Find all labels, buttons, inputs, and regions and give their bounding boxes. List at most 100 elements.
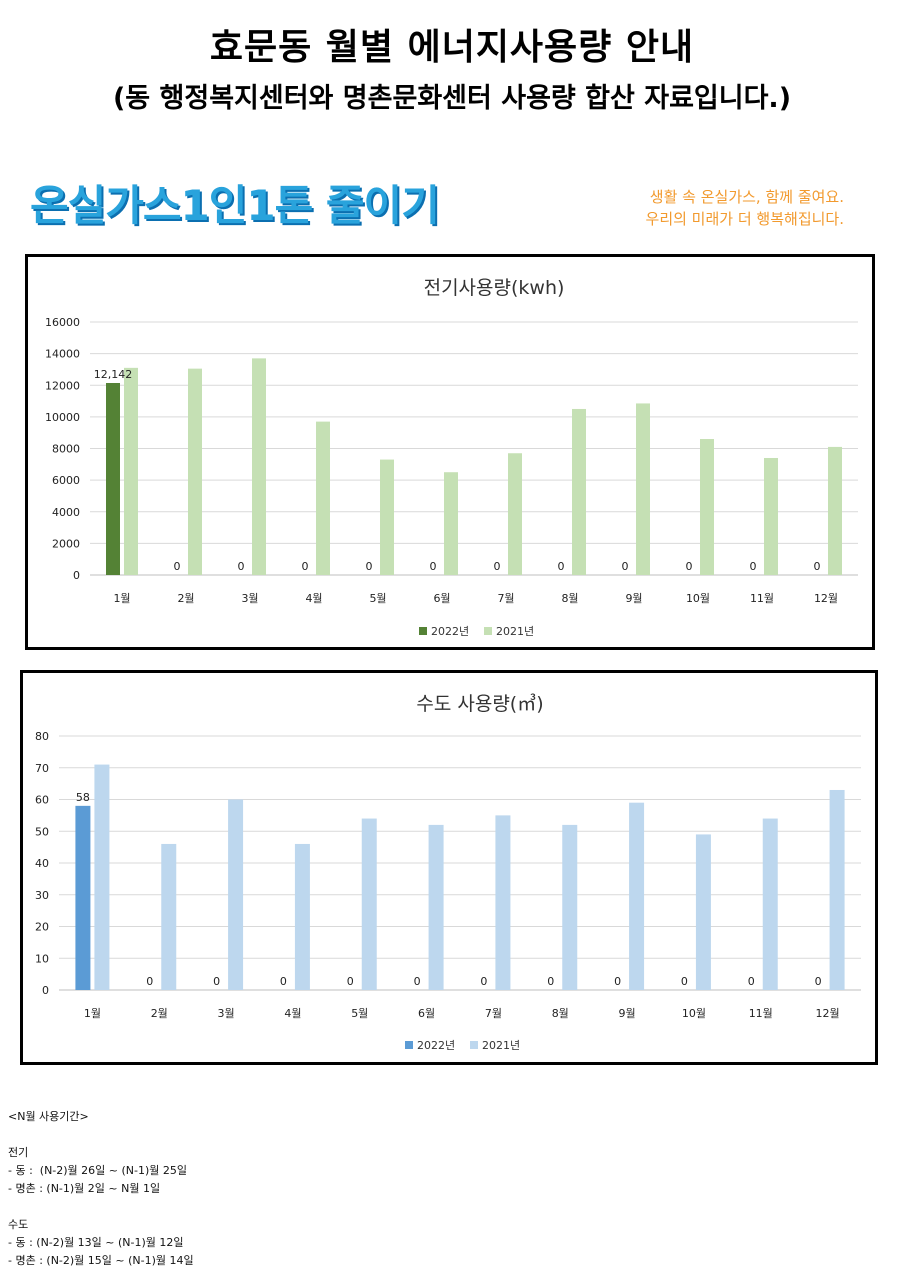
water-x-tick-label: 3월 <box>218 1007 235 1020</box>
electricity-data-label: 0 <box>494 560 501 573</box>
notes-electricity-heading: 전기 <box>8 1146 29 1159</box>
electricity-x-tick-label: 8월 <box>561 592 578 605</box>
water-bar-2021 <box>228 799 244 990</box>
water-x-tick-label: 5월 <box>351 1007 368 1020</box>
electricity-y-tick-label: 4000 <box>52 506 80 519</box>
electricity-bar-2021 <box>636 403 650 575</box>
electricity-x-tick-label: 12월 <box>814 592 838 605</box>
electricity-x-tick-label: 1월 <box>113 592 130 605</box>
usage-period-notes: <N월 사용기간> 전기 - 동 : (N-2)월 26일 ~ (N-1)월 2… <box>8 1108 194 1270</box>
electricity-chart: 전기사용량(kwh) 0 2000 4000 6000 8000 10000 12000 140… <box>45 277 858 638</box>
water-data-label: 0 <box>480 975 487 988</box>
electricity-x-tick-label: 3월 <box>241 592 258 605</box>
electricity-data-label: 0 <box>686 560 693 573</box>
notes-water-heading: 수도 <box>8 1218 29 1231</box>
electricity-y-tick-label: 2000 <box>52 537 80 550</box>
water-data-label: 0 <box>815 975 822 988</box>
electricity-data-label: 0 <box>302 560 309 573</box>
electricity-bar-2021 <box>572 408 586 575</box>
water-legend-2021: 2021년 <box>482 1039 520 1052</box>
water-data-label: 0 <box>347 975 354 988</box>
electricity-bar-2021 <box>316 421 330 575</box>
water-data-label: 0 <box>146 975 153 988</box>
electricity-data-label: 0 <box>750 560 757 573</box>
water-x-tick-label: 7월 <box>485 1007 502 1020</box>
electricity-x-tick-label: 5월 <box>369 592 386 605</box>
water-bar-2021 <box>94 764 110 990</box>
water-legend-2022: 2022년 <box>417 1039 455 1052</box>
water-y-tick-label: 80 <box>35 730 49 743</box>
water-y-tick-label: 40 <box>35 857 49 870</box>
water-bar-2021 <box>829 789 845 990</box>
water-y-tick-label: 20 <box>35 921 49 934</box>
electricity-bar-2021 <box>508 453 522 575</box>
water-data-label: 0 <box>213 975 220 988</box>
notes-water-line-2: - 명촌 : (N-2)월 15일 ~ (N-1)월 14일 <box>8 1254 194 1267</box>
water-y-tick-label: 50 <box>35 825 49 838</box>
water-bar-2021 <box>562 824 578 990</box>
electricity-legend-swatch-2021 <box>484 627 492 635</box>
water-y-tick-label: 0 <box>42 984 49 997</box>
electricity-y-tick-label: 0 <box>73 569 80 582</box>
water-y-tick-label: 10 <box>35 952 49 965</box>
water-x-tick-label: 12월 <box>816 1007 840 1020</box>
slogan-line-1: 생활 속 온실가스, 함께 줄여요. <box>649 188 844 206</box>
water-bar-2022 <box>75 805 91 990</box>
electricity-x-tick-label: 7월 <box>497 592 514 605</box>
electricity-bar-2021 <box>444 472 458 575</box>
water-chart: 수도 사용량(㎥) 0 10 20 30 40 50 60 70 80 58 1월 0 2월 0 3월 0 4월 0… <box>35 693 861 1052</box>
water-data-label: 0 <box>748 975 755 988</box>
electricity-y-tick-label: 10000 <box>45 411 80 424</box>
water-bar-2021 <box>294 843 310 990</box>
electricity-x-tick-label: 2월 <box>177 592 194 605</box>
water-data-label: 0 <box>280 975 287 988</box>
water-x-tick-label: 10월 <box>682 1007 706 1020</box>
electricity-data-label: 0 <box>366 560 373 573</box>
electricity-bar-2021 <box>252 358 266 575</box>
water-chart-panel: 수도 사용량(㎥) 0 10 20 30 40 50 60 70 80 58 1월 0 2월 0 3월 0 4월 0… <box>20 670 878 1065</box>
electricity-x-tick-label: 9월 <box>625 592 642 605</box>
water-chart-title: 수도 사용량(㎥) <box>416 693 543 715</box>
slogan-line-2: 우리의 미래가 더 행복해집니다. <box>645 210 844 228</box>
electricity-chart-title: 전기사용량(kwh) <box>424 277 565 299</box>
electricity-x-tick-label: 6월 <box>433 592 450 605</box>
electricity-data-label: 12,142 <box>94 368 133 381</box>
water-x-tick-label: 4월 <box>284 1007 301 1020</box>
electricity-y-tick-label: 12000 <box>45 379 80 392</box>
water-y-tick-label: 30 <box>35 889 49 902</box>
water-data-label: 0 <box>681 975 688 988</box>
water-bar-2021 <box>361 818 377 990</box>
water-y-tick-label: 70 <box>35 762 49 775</box>
electricity-legend-swatch-2022 <box>419 627 427 635</box>
electricity-legend-2022: 2022년 <box>431 625 469 638</box>
electricity-bar-2021 <box>828 446 842 575</box>
water-legend-swatch-2022 <box>405 1041 413 1049</box>
water-x-tick-label: 2월 <box>151 1007 168 1020</box>
electricity-bar-2021 <box>380 459 394 575</box>
electricity-bar-2021 <box>124 367 138 575</box>
water-bar-2021 <box>762 818 778 990</box>
electricity-bar-2022 <box>106 383 120 575</box>
water-x-tick-label: 9월 <box>619 1007 636 1020</box>
electricity-bar-2021 <box>764 457 778 575</box>
water-x-tick-label: 6월 <box>418 1007 435 1020</box>
water-bar-2021 <box>495 815 511 990</box>
water-y-tick-label: 60 <box>35 794 49 807</box>
electricity-data-label: 0 <box>238 560 245 573</box>
electricity-x-tick-label: 10월 <box>686 592 710 605</box>
notes-electricity-line-2: - 명촌 : (N-1)월 2일 ~ N월 1일 <box>8 1182 161 1195</box>
water-legend-swatch-2021 <box>470 1041 478 1049</box>
notes-heading: <N월 사용기간> <box>8 1110 89 1123</box>
water-data-label: 0 <box>614 975 621 988</box>
water-x-tick-label: 11월 <box>749 1007 773 1020</box>
water-x-tick-label: 8월 <box>552 1007 569 1020</box>
electricity-bar-2021 <box>188 368 202 575</box>
electricity-data-label: 0 <box>814 560 821 573</box>
water-data-label: 0 <box>414 975 421 988</box>
water-bar-2021 <box>428 824 444 990</box>
electricity-data-label: 0 <box>622 560 629 573</box>
water-bar-2021 <box>695 834 711 990</box>
water-data-label: 58 <box>76 791 90 804</box>
electricity-y-tick-label: 16000 <box>45 316 80 329</box>
page-subtitle: (동 행정복지센터와 명촌문화센터 사용량 합산 자료입니다.) <box>112 83 792 114</box>
